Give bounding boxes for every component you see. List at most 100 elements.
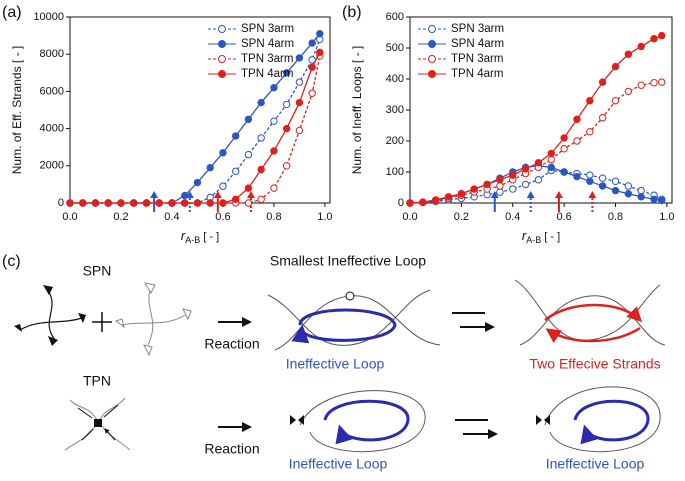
data-point <box>573 172 581 181</box>
data-point <box>611 186 620 195</box>
legend-marker <box>218 70 226 78</box>
data-point <box>624 182 633 190</box>
x-unit: [ - ] <box>544 231 560 243</box>
data-point <box>650 79 658 87</box>
data-point <box>155 199 163 207</box>
legend-label: SPN 3arm <box>451 23 504 35</box>
data-point <box>257 195 265 203</box>
x-symbol: r <box>181 228 186 243</box>
data-point <box>219 182 227 190</box>
spn-molecule <box>19 289 83 341</box>
data-point <box>270 117 278 125</box>
data-point <box>257 98 265 107</box>
data-point <box>637 81 645 89</box>
data-point <box>206 163 214 172</box>
x-subscript: A-B <box>185 235 200 245</box>
x-tick-label: 1.0 <box>317 211 332 223</box>
data-point <box>219 149 227 157</box>
y-tick-label: 8000 <box>40 48 64 60</box>
data-point <box>308 63 316 71</box>
reaction-label: Reaction <box>204 441 259 457</box>
strands <box>514 279 666 346</box>
data-point <box>431 196 440 204</box>
data-point <box>270 184 278 192</box>
tpn-core <box>94 419 102 427</box>
legend-marker <box>218 25 226 33</box>
data-point <box>509 171 517 179</box>
x-symbol: r <box>522 228 527 243</box>
data-point <box>547 149 555 158</box>
x-tick-label: 1.0 <box>659 211 674 223</box>
legend-marker <box>428 55 436 63</box>
data-point <box>650 195 658 203</box>
data-point <box>316 30 324 38</box>
legend-label: TPN 4arm <box>241 68 293 80</box>
loop-arrow <box>573 399 650 445</box>
loop-arrow <box>323 399 410 445</box>
y-tick-label: 200 <box>386 135 404 147</box>
x-tick-label: 0.2 <box>454 211 469 223</box>
x-tick-label: 0.6 <box>556 211 571 223</box>
x-tick-label: 0.8 <box>266 211 281 223</box>
data-point <box>308 39 316 47</box>
data-point <box>624 87 633 96</box>
spn-ends-2 <box>114 282 192 357</box>
data-point <box>598 114 607 122</box>
tpn-label: TPN <box>83 373 111 389</box>
data-point <box>295 98 304 107</box>
data-point <box>586 171 594 179</box>
legend-label: SPN 4arm <box>451 38 504 50</box>
tpn-core <box>290 415 304 425</box>
data-point <box>611 177 620 186</box>
data-point <box>257 134 265 142</box>
data-point <box>270 147 278 155</box>
data-point <box>534 159 543 167</box>
data-point <box>181 191 189 200</box>
x-tick-label: 0.4 <box>164 211 179 223</box>
data-point <box>231 167 240 176</box>
spn-label: SPN <box>83 263 112 279</box>
x-subscript: A-B <box>526 235 541 245</box>
spn-molecule-2 <box>121 289 186 346</box>
double-arrow <box>452 312 493 327</box>
data-point <box>496 176 504 184</box>
data-point <box>624 190 633 198</box>
x-axis-title: rA-B[ - ] <box>181 228 219 245</box>
data-point <box>282 124 291 133</box>
data-point <box>457 190 466 198</box>
loop-label: Ineffective Loop <box>289 456 388 472</box>
data-point <box>406 199 414 207</box>
strand-arrow <box>545 326 641 343</box>
data-point <box>598 174 607 182</box>
tpn-core <box>536 415 550 425</box>
data-point <box>496 182 504 190</box>
data-point <box>560 134 568 142</box>
data-point <box>244 199 253 207</box>
data-point <box>547 155 555 164</box>
tpn-arms <box>64 397 131 451</box>
arrow-head <box>490 191 499 198</box>
legend-label: SPN 4arm <box>241 38 294 50</box>
legend-marker <box>218 55 226 63</box>
data-point <box>219 199 227 207</box>
data-point <box>244 115 253 124</box>
data-point <box>650 35 658 43</box>
data-point <box>270 83 278 92</box>
data-point <box>282 100 291 109</box>
y-tick-label: 500 <box>386 42 404 54</box>
y-tick-label: 600 <box>386 11 404 23</box>
data-point <box>130 199 138 207</box>
data-point <box>308 89 316 97</box>
data-point <box>611 97 620 105</box>
legend-marker <box>428 70 436 78</box>
x-tick-label: 0.0 <box>62 211 77 223</box>
data-point <box>547 163 555 172</box>
diagram: (c) Smallest Ineffective Loop SPN TPN Re… <box>2 253 666 472</box>
arrow-head <box>588 191 597 198</box>
tpn-loop <box>544 386 661 453</box>
data-point <box>560 168 568 176</box>
data-point <box>637 186 645 195</box>
arrow-head <box>213 191 222 198</box>
data-point <box>193 199 202 207</box>
